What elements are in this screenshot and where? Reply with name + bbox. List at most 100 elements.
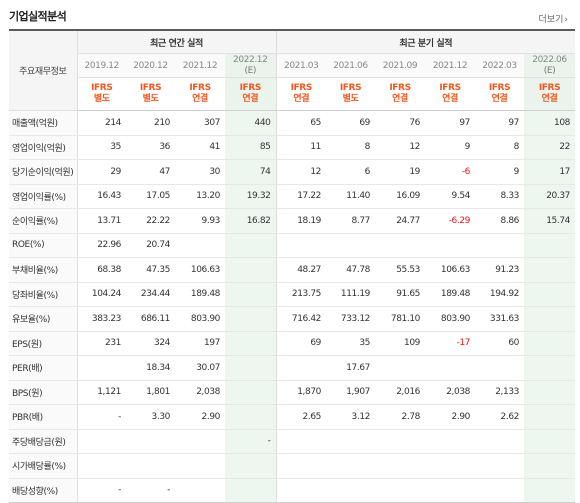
data-cell: 9	[475, 159, 524, 185]
basis-standard: IFRS	[139, 83, 162, 93]
data-cell: 29	[77, 159, 126, 185]
data-cell: 24.77	[375, 208, 425, 234]
accounting-basis: IFRS 연결	[524, 77, 575, 111]
data-cell	[77, 429, 126, 454]
data-cell: 1,870	[276, 380, 326, 405]
financial-table: 주요재무정보 최근 연간 실적 최근 분기 실적 2019.12 2020.12 2…	[9, 31, 575, 503]
data-cell	[276, 429, 326, 454]
data-cell: 307	[175, 110, 225, 136]
data-cell	[225, 282, 277, 307]
data-cell: 13.20	[175, 184, 225, 209]
data-cell: 17	[524, 159, 575, 185]
data-cell	[524, 306, 575, 332]
table-row: 주당배당금(원) -	[9, 429, 575, 454]
data-cell	[524, 282, 575, 307]
data-cell: 85	[225, 135, 277, 160]
data-cell: 3.12	[326, 404, 375, 430]
data-cell: 35	[326, 331, 375, 356]
period-header: 2022.03	[475, 53, 524, 78]
row-label: 당기순이익(억원)	[9, 159, 78, 185]
basis-standard: IFRS	[91, 83, 113, 93]
data-cell: 41	[175, 135, 225, 160]
data-cell	[425, 233, 475, 258]
period-header: 2022.06 (E)	[524, 53, 575, 78]
table-row: EPS(원) 231 324 197 69 35 109 -17 60	[9, 331, 575, 356]
accounting-basis: IFRS 연결	[175, 77, 225, 111]
basis-type: 연결	[242, 94, 259, 104]
data-cell: 109	[375, 331, 425, 356]
data-cell: 8.33	[475, 184, 524, 209]
data-cell: 189.48	[175, 282, 225, 307]
data-cell	[425, 478, 475, 503]
data-cell	[524, 233, 575, 258]
accounting-basis: IFRS 연결	[276, 77, 326, 111]
data-cell: 18.19	[276, 208, 326, 234]
row-label: PBR(배)	[9, 404, 78, 430]
period-header: 2021.12	[425, 53, 475, 78]
row-label: 시가배당률(%)	[9, 453, 78, 479]
data-cell: 36	[126, 135, 175, 160]
row-label: ROE(%)	[9, 233, 78, 258]
row-label: 영업이익률(%)	[9, 184, 78, 209]
period-header: 2021.03	[276, 53, 326, 78]
data-cell	[375, 478, 425, 503]
data-cell: 2.90	[425, 404, 475, 430]
more-link[interactable]: 더보기›	[539, 12, 568, 25]
data-cell	[524, 453, 575, 479]
data-cell: 97	[475, 110, 524, 136]
data-cell	[175, 233, 225, 258]
data-cell: 22	[524, 135, 575, 160]
table-row: 당좌비율(%) 104.24 234.44 189.48 213.75 111.19 91.…	[9, 282, 575, 307]
table-row: 순이익률(%) 13.71 22.22 9.93 16.82 18.19 8.77 24.77…	[9, 208, 575, 234]
table-row: 영업이익(억원) 35 36 41 85 11 8 12 9 8 22	[9, 135, 575, 160]
data-cell	[375, 233, 425, 258]
data-cell: -6.29	[425, 208, 475, 234]
data-cell: 2,038	[175, 380, 225, 405]
data-cell	[276, 478, 326, 503]
data-cell: 15.74	[524, 208, 575, 234]
data-cell: 12	[375, 135, 425, 160]
data-cell: 16.82	[225, 208, 277, 234]
data-cell: 6	[326, 159, 375, 185]
data-cell	[126, 429, 175, 454]
data-cell	[175, 478, 225, 503]
period-header: 2020.12	[126, 53, 175, 78]
data-cell: -6	[425, 159, 475, 185]
table-row: 부채비율(%) 68.38 47.35 106.63 48.27 47.78 55.53 10…	[9, 257, 575, 283]
data-cell: 65	[276, 110, 326, 136]
chevron-right-icon: ›	[564, 15, 568, 25]
data-cell: 19	[375, 159, 425, 185]
data-cell: 91.65	[375, 282, 425, 307]
data-cell: 30	[175, 159, 225, 185]
row-label: 영업이익(억원)	[9, 135, 78, 160]
data-cell	[475, 233, 524, 258]
data-cell	[475, 478, 524, 503]
data-cell: 108	[524, 110, 575, 136]
data-cell: 97	[425, 110, 475, 136]
data-cell: -17	[425, 331, 475, 356]
table-row: 배당성향(%) - -	[9, 478, 575, 503]
data-cell: 197	[175, 331, 225, 356]
data-cell: 17.67	[326, 355, 375, 381]
data-cell: 55.53	[375, 257, 425, 283]
table-row: 당기순이익(억원) 29 47 30 74 12 6 19 -6 9 17	[9, 159, 575, 185]
data-cell	[524, 478, 575, 503]
data-cell	[524, 331, 575, 356]
data-cell: 716.42	[276, 306, 326, 332]
data-cell: 30.07	[175, 355, 225, 381]
data-cell	[475, 355, 524, 381]
data-cell	[375, 429, 425, 454]
data-cell: 18.34	[126, 355, 175, 381]
data-cell: 16.43	[77, 184, 126, 209]
data-cell: 22.22	[126, 208, 175, 234]
data-cell: 69	[276, 331, 326, 356]
data-cell: 733.12	[326, 306, 375, 332]
data-cell	[225, 404, 277, 430]
row-label: PER(배)	[9, 355, 78, 381]
data-cell	[524, 380, 575, 405]
data-cell: 12	[276, 159, 326, 185]
data-cell	[425, 355, 475, 381]
data-cell: 11	[276, 135, 326, 160]
data-cell: 383.23	[77, 306, 126, 332]
